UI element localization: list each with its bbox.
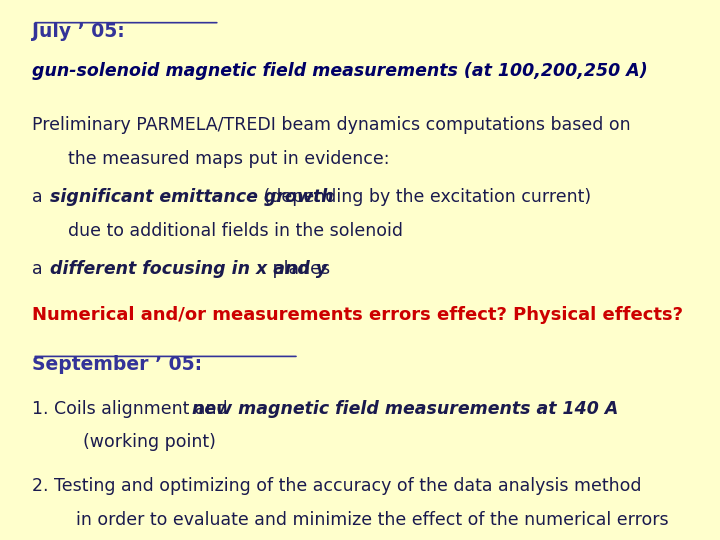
Text: significant emittance growth: significant emittance growth <box>50 188 333 206</box>
Text: planes: planes <box>267 260 330 278</box>
Text: September ’ 05:: September ’ 05: <box>32 355 202 374</box>
Text: (depending by the excitation current): (depending by the excitation current) <box>258 188 592 206</box>
Text: the measured maps put in evidence:: the measured maps put in evidence: <box>68 150 390 167</box>
Text: in order to evaluate and minimize the effect of the numerical errors: in order to evaluate and minimize the ef… <box>76 511 668 529</box>
Text: (working point): (working point) <box>83 433 216 451</box>
Text: a: a <box>32 260 48 278</box>
Text: 2. Testing and optimizing of the accuracy of the data analysis method: 2. Testing and optimizing of the accurac… <box>32 477 642 495</box>
Text: new magnetic field measurements at 140 A: new magnetic field measurements at 140 A <box>192 400 618 417</box>
Text: different focusing in x and y: different focusing in x and y <box>50 260 327 278</box>
Text: 1. Coils alignment and: 1. Coils alignment and <box>32 400 233 417</box>
Text: gun-solenoid magnetic field measurements (at 100,200,250 A): gun-solenoid magnetic field measurements… <box>32 62 648 80</box>
Text: Numerical and/or measurements errors effect? Physical effects?: Numerical and/or measurements errors eff… <box>32 306 683 323</box>
Text: Preliminary PARMELA/TREDI beam dynamics computations based on: Preliminary PARMELA/TREDI beam dynamics … <box>32 116 631 134</box>
Text: a: a <box>32 188 48 206</box>
Text: July ’ 05:: July ’ 05: <box>32 22 125 40</box>
Text: due to additional fields in the solenoid: due to additional fields in the solenoid <box>68 222 403 240</box>
